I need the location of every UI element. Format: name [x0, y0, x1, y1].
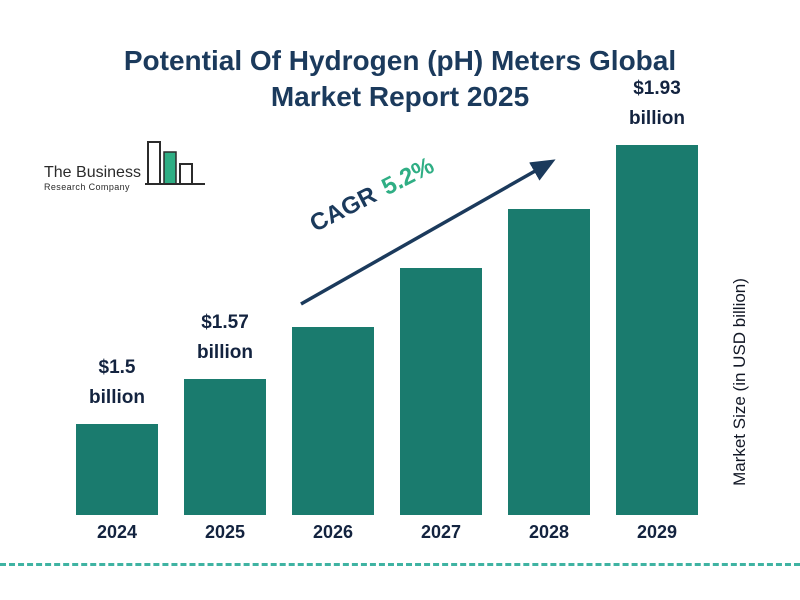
title-line-1: Potential Of Hydrogen (pH) Meters Global: [123, 44, 677, 76]
bar-2029: [616, 145, 698, 515]
bottom-dashed-divider: [0, 563, 800, 566]
value-label-2024: $1.5 billion: [89, 357, 145, 408]
x-label-2024: 2024: [96, 522, 138, 542]
bar-2024: [76, 424, 158, 515]
logo-bar-chart-icon: [144, 141, 205, 185]
bar-2028: [508, 209, 590, 515]
x-label-2025: 2025: [204, 522, 246, 542]
y-axis-label: Market Size (in USD billion): [730, 278, 749, 486]
value-label-2029: $1.93 billion: [629, 78, 685, 129]
title-line-2: Market Report 2025: [270, 81, 530, 113]
x-label-2029: 2029: [636, 522, 678, 542]
x-label-2027: 2027: [420, 522, 462, 542]
plot-area: $1.5 billion $1.57 billion $1.93 billion: [76, 0, 724, 515]
logo: The Business Research Company: [44, 140, 209, 192]
logo-name: The Business: [44, 164, 141, 181]
logo-text: The Business Research Company: [44, 164, 141, 192]
bar-2027: [400, 268, 482, 515]
logo-subname: Research Company: [44, 182, 130, 192]
page-title: Potential Of Hydrogen (pH) Meters Global…: [0, 43, 800, 116]
x-label-2026: 2026: [312, 522, 354, 542]
x-axis-labels: 2024 2025 2026 2027 2028 2029: [76, 522, 724, 548]
cagr-trend-arrow-icon: [300, 159, 556, 306]
bar-2026: [292, 327, 374, 515]
bar-2025: [184, 379, 266, 515]
value-label-2025: $1.57 billion: [197, 312, 253, 363]
x-label-2028: 2028: [528, 522, 570, 542]
